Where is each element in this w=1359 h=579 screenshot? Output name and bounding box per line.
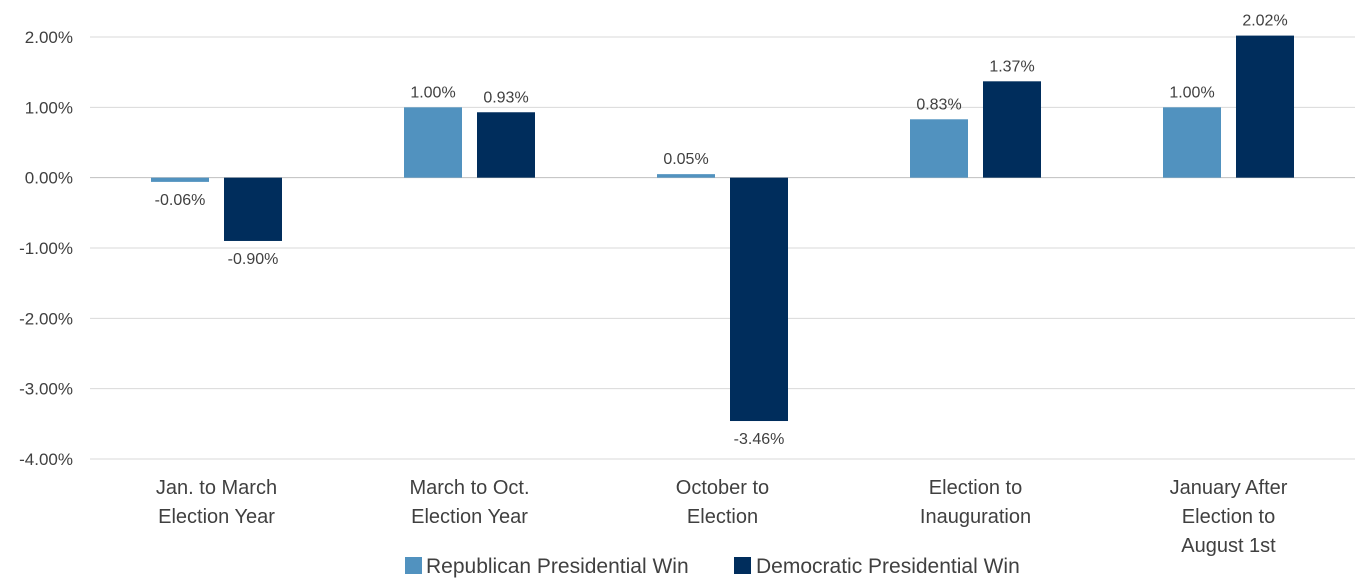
- data-label: -0.06%: [155, 192, 206, 209]
- data-label: 0.05%: [663, 151, 708, 168]
- x-category-label: March to Oct. Election Year: [409, 477, 529, 528]
- y-tick-label: -2.00%: [19, 309, 73, 328]
- bar: [1236, 35, 1294, 178]
- y-tick-label: 1.00%: [25, 98, 73, 117]
- y-tick-label: 2.00%: [25, 28, 73, 47]
- bar: [910, 119, 968, 178]
- x-category-label: Election to Inauguration: [920, 477, 1031, 528]
- x-category-label: Jan. to March Election Year: [156, 477, 277, 528]
- data-label: -0.90%: [228, 251, 279, 268]
- bar: [1163, 107, 1221, 178]
- legend: Republican Presidential Win Democratic Pr…: [405, 555, 1020, 578]
- y-tick-label: -1.00%: [19, 239, 73, 258]
- legend-label: Democratic Presidential Win: [756, 555, 1020, 578]
- data-label: 1.00%: [1169, 84, 1214, 101]
- x-category-label: January After Election to August 1st: [1170, 477, 1288, 557]
- bar: [477, 112, 535, 178]
- bar: [730, 177, 788, 422]
- bar: [657, 174, 715, 178]
- legend-swatch: [734, 557, 751, 574]
- y-tick-label: 0.00%: [25, 169, 73, 188]
- x-category-label: October to Election: [676, 477, 769, 528]
- bars: [151, 35, 1294, 422]
- data-label: 0.93%: [483, 89, 528, 106]
- data-label: 2.02%: [1242, 13, 1287, 30]
- data-label: -3.46%: [734, 431, 785, 448]
- x-axis: Jan. to March Election Year March to Oct. E…: [156, 477, 1288, 557]
- gridlines: [90, 36, 1355, 460]
- legend-swatch: [405, 557, 422, 574]
- data-label: 1.37%: [989, 58, 1034, 75]
- data-label: 0.83%: [916, 96, 961, 113]
- y-axis: 2.00% 1.00% 0.00% -1.00% -2.00% -3.00% -4.00%: [19, 28, 73, 469]
- bar: [224, 177, 282, 241]
- y-tick-label: -4.00%: [19, 450, 73, 469]
- bar: [983, 81, 1041, 178]
- legend-label: Republican Presidential Win: [426, 555, 689, 578]
- data-labels: -0.06% 1.00% 0.05% 0.83% 1.00% -0.90% 0.93% -3.…: [155, 13, 1288, 448]
- bar: [404, 107, 462, 178]
- bar: [151, 177, 209, 182]
- data-label: 1.00%: [410, 84, 455, 101]
- y-tick-label: -3.00%: [19, 380, 73, 399]
